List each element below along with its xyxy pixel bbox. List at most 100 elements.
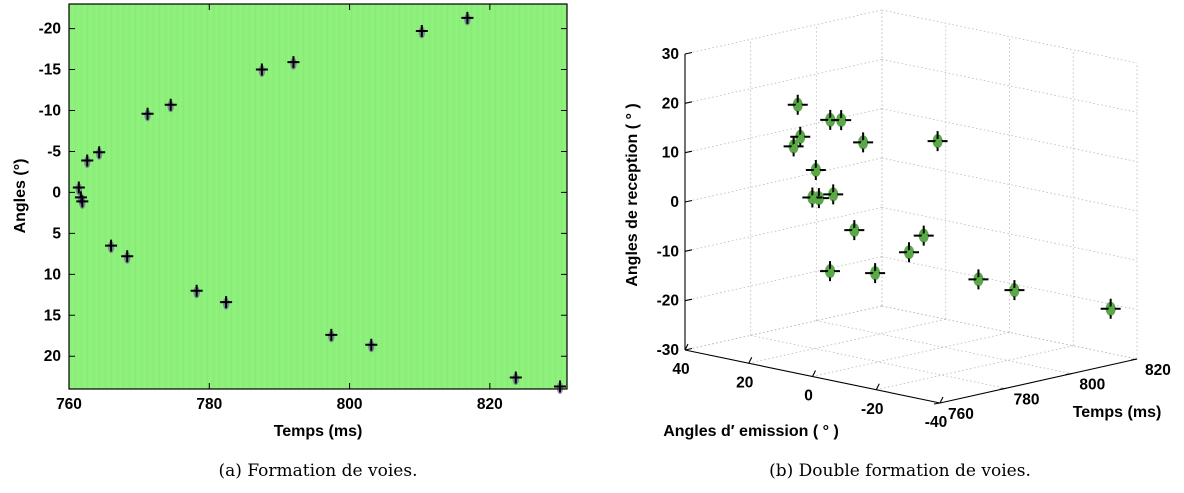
- ticks-b: 30 20 10 0 -10 -20 -30 40 20 0 -20 -40 760 780 800 820: [657, 46, 1171, 431]
- point-a-10: [76, 195, 89, 209]
- backx-grid-z-5: [881, 256, 1138, 311]
- y-tick-mark-1: [999, 387, 1006, 390]
- point-b-6: [913, 225, 934, 246]
- z-tick-mark-6: [684, 347, 693, 351]
- x-tick-mark-3: [875, 383, 880, 390]
- point-b-0: [1100, 298, 1121, 319]
- point-a-4: [164, 98, 177, 113]
- backx-grid-z-4: [881, 206, 1138, 261]
- y-tick-label-a-1: -15: [39, 62, 62, 79]
- x-tick-mark-4: [939, 396, 944, 404]
- backy-grid-z-0: [684, 9, 883, 55]
- point-a-2: [287, 56, 300, 70]
- z-tick-mark-2: [684, 150, 693, 154]
- point-b-5: [820, 261, 841, 282]
- backy-grid-z-2: [684, 108, 883, 154]
- z-tick-label-1: 20: [662, 95, 679, 112]
- z-tick-label-6: -30: [657, 342, 679, 359]
- z-tick-label-2: 10: [662, 145, 679, 162]
- floor-grid-y-2: [816, 320, 1072, 375]
- point-a-6: [93, 146, 106, 160]
- backx-grid-z-3: [881, 157, 1138, 212]
- point-b-3: [899, 242, 920, 263]
- backx-grid-z-1: [881, 58, 1138, 113]
- y-tick-label-a-6: 10: [44, 266, 61, 283]
- x-tick-mark-1: [748, 357, 753, 364]
- point-a-7: [81, 154, 94, 168]
- y-tick-mark-0: [933, 402, 941, 405]
- point-a-5: [141, 107, 154, 122]
- point-a-16: [365, 338, 378, 353]
- point-a-15: [325, 328, 338, 343]
- y-tick-label-a-0: -20: [39, 21, 61, 38]
- points-a: [72, 11, 566, 395]
- x-axis-label-a: Temps (ms): [274, 423, 363, 440]
- point-a-3: [255, 63, 268, 78]
- point-b-13: [853, 132, 874, 153]
- z-tick-mark-5: [684, 298, 693, 302]
- plot-frame-a: [68, 3, 568, 390]
- point-a-0: [461, 11, 474, 26]
- y-tick-label-1: 780: [1014, 391, 1040, 408]
- y-tick-label-3: 820: [1145, 362, 1171, 379]
- backy-grid-z-3: [684, 157, 883, 203]
- point-a-1: [415, 25, 428, 39]
- x-tick-label-a-1: 780: [196, 396, 222, 413]
- floor-grid-x-1: [748, 318, 946, 364]
- y-axis-label-a: Angles (°): [12, 159, 29, 234]
- point-b-11: [805, 159, 826, 180]
- z-tick-label-5: -20: [657, 293, 679, 310]
- point-b-15: [787, 94, 808, 115]
- y-ticks-a: -20 -15 -10 -5 0 5 10 15 20: [39, 21, 567, 365]
- y-tick-label-a-3: -5: [47, 143, 61, 160]
- point-b-8: [823, 184, 844, 205]
- caption-b: (b) Double formation de voies.: [769, 461, 1031, 481]
- z-tick-label-0: 30: [662, 46, 679, 63]
- y-tick-label-a-4: 0: [52, 184, 61, 201]
- backy-grid-z-5: [684, 256, 883, 302]
- y-axis-line: [939, 358, 1138, 404]
- x-axis-label-b: Angles d′ emission ( ° ): [663, 423, 839, 440]
- backx-grid-z-2: [881, 108, 1138, 163]
- x-tick-label-4: -40: [925, 414, 947, 431]
- x-tick-mark-2: [812, 370, 816, 377]
- panel-a-heatmap: 760 780 800 820 -20 -15 -10 -5 0 5 10 15 20 Temps (…: [12, 3, 568, 481]
- x-tick-label-a-3: 820: [477, 396, 503, 413]
- y-tick-label-a-2: -10: [39, 102, 61, 119]
- point-b-1: [1004, 280, 1025, 301]
- point-b-4: [968, 269, 989, 290]
- floor-grid-y-1: [750, 334, 1006, 389]
- y-axis-label-b: Temps (ms): [1073, 404, 1162, 421]
- point-a-17: [509, 371, 522, 386]
- plot-area-a: [69, 4, 567, 389]
- x-tick-mark-0: [684, 343, 689, 351]
- point-b-18: [831, 110, 852, 131]
- floor-grid-x-3: [876, 345, 1074, 391]
- z-tick-mark-0: [684, 51, 693, 55]
- z-tick-mark-1: [684, 101, 693, 104]
- x-tick-label-2: 0: [804, 388, 813, 405]
- point-b-7: [844, 220, 865, 241]
- point-a-18: [553, 380, 566, 395]
- y-tick-mark-2: [1065, 373, 1072, 376]
- backx-grid-z-0: [881, 9, 1138, 64]
- point-b-12: [790, 126, 811, 147]
- x-tick-label-1: 20: [736, 374, 753, 391]
- backy-grid-z-4: [684, 206, 883, 252]
- grid-3d: [684, 9, 1138, 404]
- x-tick-label-a-0: 760: [56, 396, 82, 413]
- z-tick-mark-3: [684, 199, 693, 203]
- y-tick-label-0: 760: [948, 406, 974, 423]
- caption-a: (a) Formation de voies.: [219, 461, 418, 481]
- y-tick-label-a-8: 20: [44, 348, 61, 365]
- point-a-14: [220, 296, 233, 310]
- point-a-11: [105, 239, 118, 254]
- z-tick-mark-4: [684, 249, 693, 252]
- x-tick-label-a-2: 800: [337, 396, 363, 413]
- z-tick-label-3: 0: [670, 194, 679, 211]
- y-tick-mark-3: [1130, 358, 1138, 361]
- point-a-13: [190, 284, 203, 299]
- points-b: [783, 94, 1121, 319]
- backx-grid-z-6: [881, 305, 1138, 360]
- point-a-12: [121, 250, 134, 264]
